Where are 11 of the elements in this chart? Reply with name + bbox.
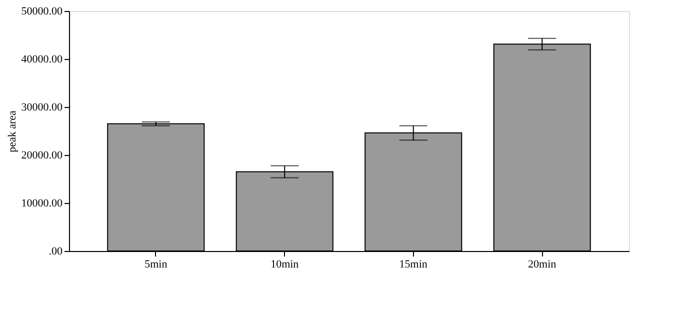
y-tick-label: 40000.00: [21, 54, 63, 66]
y-axis-title: peak area: [6, 110, 18, 152]
y-tick-label: .00: [48, 246, 63, 258]
x-tick-label: 5min: [144, 258, 168, 270]
x-tick-label: 15min: [399, 258, 428, 270]
x-tick-label: 20min: [528, 258, 557, 270]
y-tick-label: 20000.00: [21, 150, 63, 162]
y-tick-label: 30000.00: [21, 102, 63, 114]
y-tick-label: 50000.00: [21, 6, 63, 18]
y-tick-label: 10000.00: [21, 198, 63, 210]
x-tick-label: 10min: [270, 258, 300, 270]
